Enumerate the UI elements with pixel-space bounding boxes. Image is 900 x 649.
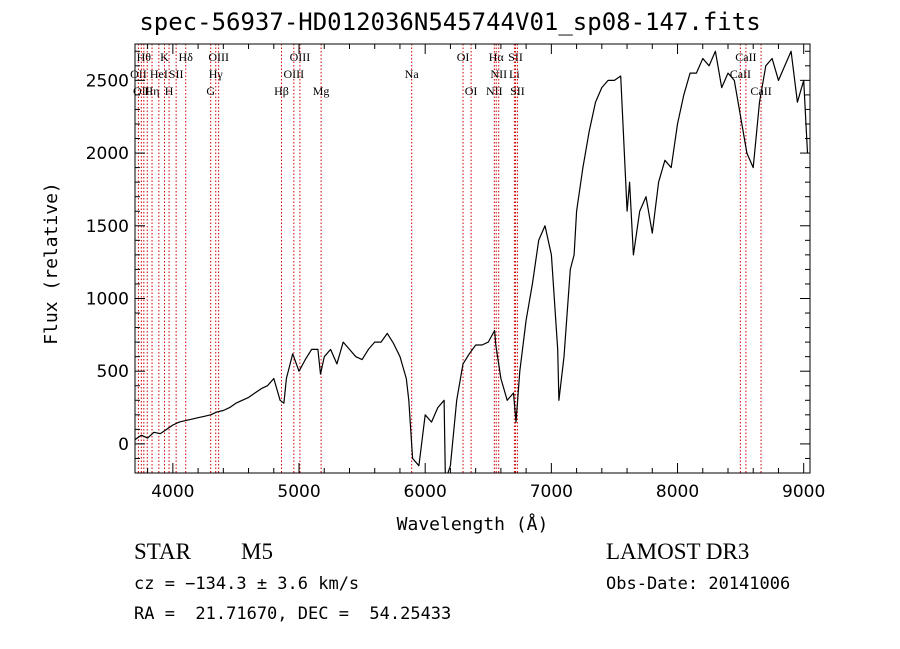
line-label: Hθ	[137, 50, 152, 64]
observation-date: Obs-Date: 20141006	[606, 574, 791, 594]
line-label: SII	[510, 84, 525, 98]
x-tick-label: 4000	[151, 482, 194, 502]
line-label: OII	[130, 67, 147, 81]
line-label: OI	[457, 50, 470, 64]
line-label: Mg	[313, 84, 330, 98]
line-label: Hα	[489, 50, 505, 64]
line-label: SII	[508, 50, 523, 64]
line-label: Hδ	[179, 50, 194, 64]
coordinates: RA = 21.71670, DEC = 54.25433	[134, 604, 452, 624]
spectrum-line	[135, 50, 809, 473]
survey-name: LAMOST DR3	[606, 539, 750, 564]
line-label: Li	[509, 67, 520, 81]
chart-title: spec-56937-HD012036N545744V01_sp08-147.f…	[139, 8, 761, 36]
line-label: NII	[486, 84, 503, 98]
line-label: OIII	[284, 67, 305, 81]
y-tick-label: 2500	[86, 71, 129, 91]
object-type: STAR	[134, 539, 191, 564]
y-tick-label: 1500	[86, 217, 129, 237]
y-tick-label: 0	[118, 435, 129, 455]
line-label: Na	[405, 67, 420, 81]
line-label: SII	[169, 67, 184, 81]
line-label: H	[165, 84, 174, 98]
x-tick-label: 9000	[782, 482, 825, 502]
line-label: K	[160, 50, 169, 64]
line-label: OIII	[290, 50, 311, 64]
y-tick-label: 500	[97, 362, 129, 382]
y-tick-label: 1000	[86, 289, 129, 309]
y-tick-label: 2000	[86, 144, 129, 164]
line-label: G	[206, 84, 215, 98]
line-label: OIII	[208, 50, 229, 64]
line-label: CaII	[730, 67, 751, 81]
x-tick-label: 5000	[277, 482, 320, 502]
x-axis-label: Wavelength (Å)	[397, 513, 549, 535]
line-label: CaII	[735, 50, 756, 64]
y-axis-label: Flux (relative)	[41, 182, 62, 345]
spectral-subclass: M5	[241, 539, 273, 564]
line-label: Hγ	[209, 67, 224, 81]
line-label: Hη	[145, 84, 160, 98]
redshift-velocity: cz = −134.3 ± 3.6 km/s	[134, 574, 360, 594]
x-tick-label: 8000	[656, 482, 699, 502]
line-label: OI	[465, 84, 478, 98]
line-label: Hβ	[274, 84, 289, 98]
x-tick-label: 7000	[530, 482, 573, 502]
plot-frame	[134, 43, 811, 474]
x-tick-label: 6000	[404, 482, 447, 502]
line-label: NII	[490, 67, 507, 81]
line-label: HeI	[150, 67, 168, 81]
